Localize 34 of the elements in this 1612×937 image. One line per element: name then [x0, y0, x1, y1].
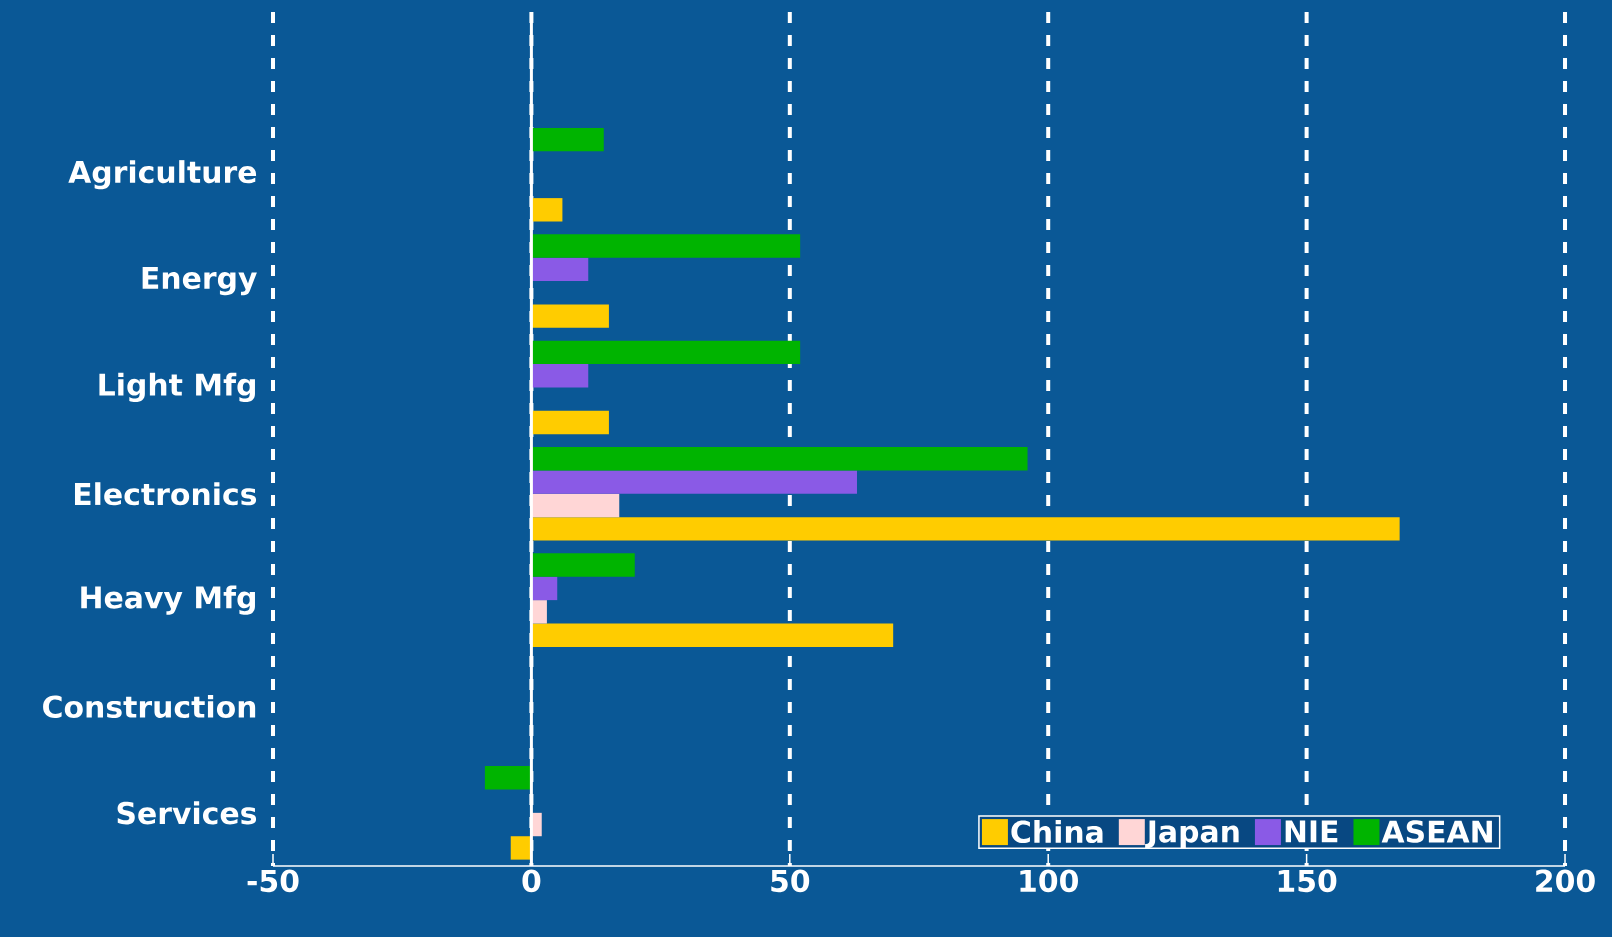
bar	[531, 257, 589, 282]
bar	[531, 364, 589, 388]
legend-label: NIE	[1285, 820, 1338, 843]
y-tick-label: Services	[117, 801, 257, 825]
bar	[531, 198, 563, 222]
bar	[531, 446, 1028, 471]
legend-label: Japan	[1145, 820, 1239, 849]
bar	[531, 517, 1400, 541]
bar	[531, 304, 609, 328]
x-tick-label: 100	[1020, 869, 1078, 893]
bar	[531, 127, 604, 152]
legend-label: China	[1011, 819, 1103, 844]
bar	[531, 340, 801, 365]
y-tick-label: Construction	[43, 694, 256, 719]
bar	[531, 493, 620, 518]
y-tick-label: Light Mfg	[99, 372, 255, 402]
bar	[531, 470, 857, 494]
y-tick-label: Agriculture	[68, 160, 257, 190]
bar	[531, 623, 894, 647]
bar	[531, 553, 635, 577]
bar	[510, 836, 532, 860]
bar	[531, 234, 801, 258]
bar	[531, 410, 609, 435]
y-tick-label: Energy	[142, 266, 257, 296]
bar	[484, 766, 532, 790]
x-tick-label: 200	[1536, 869, 1595, 893]
x-tick-label: 150	[1278, 869, 1337, 893]
y-tick-label: Electronics	[74, 482, 257, 506]
x-tick-label: -50	[247, 869, 299, 893]
legend-label: ASEAN	[1381, 820, 1492, 843]
y-tick-label: Heavy Mfg	[81, 585, 255, 615]
x-tick-label: 0	[522, 869, 541, 893]
x-tick-label: 50	[771, 869, 810, 893]
bar	[531, 576, 558, 601]
